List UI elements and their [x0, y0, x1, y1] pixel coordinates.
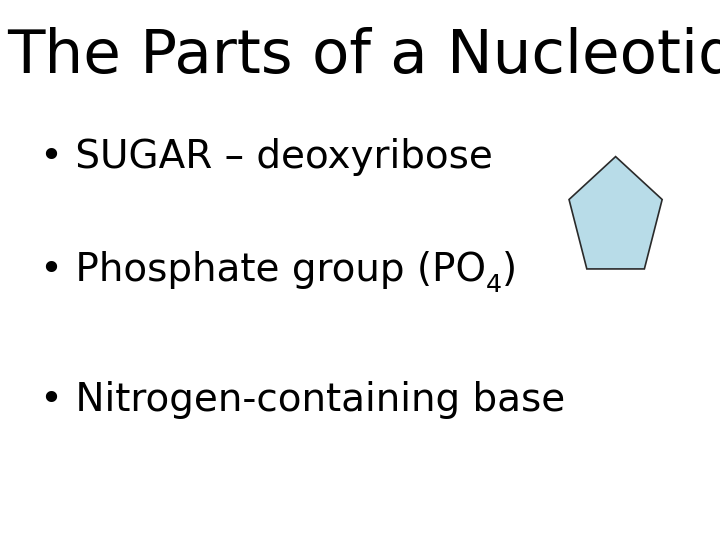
Text: ): ) [502, 251, 517, 289]
Text: • Nitrogen-containing base: • Nitrogen-containing base [40, 381, 565, 418]
Polygon shape [569, 157, 662, 269]
Text: • Phosphate group (PO: • Phosphate group (PO [40, 251, 485, 289]
Text: 4: 4 [485, 273, 502, 297]
Text: The Parts of a Nucleotide: The Parts of a Nucleotide [7, 27, 720, 86]
Text: • SUGAR – deoxyribose: • SUGAR – deoxyribose [40, 138, 492, 176]
